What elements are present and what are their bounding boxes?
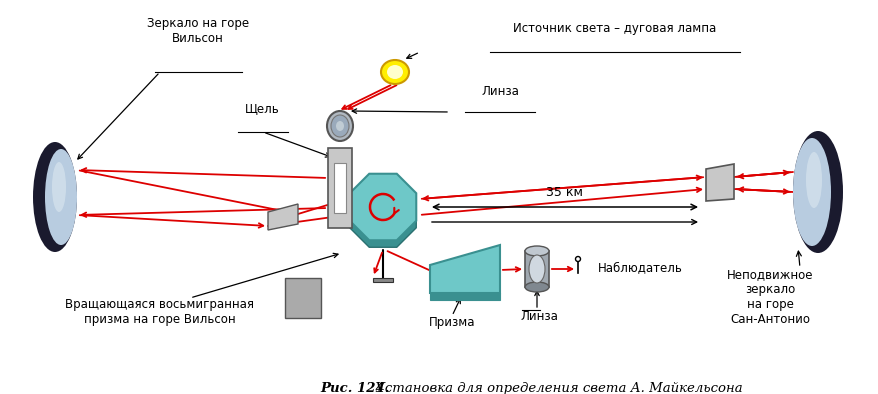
Polygon shape <box>349 181 416 247</box>
Ellipse shape <box>524 246 549 256</box>
Ellipse shape <box>792 131 842 253</box>
Ellipse shape <box>524 282 549 292</box>
Text: Наблюдатель: Наблюдатель <box>597 262 682 275</box>
Text: Вращающаяся восьмигранная
призма на горе Вильсон: Вращающаяся восьмигранная призма на горе… <box>66 298 255 326</box>
Polygon shape <box>349 174 416 240</box>
Polygon shape <box>268 204 298 230</box>
Polygon shape <box>705 164 733 201</box>
Polygon shape <box>429 293 500 300</box>
Ellipse shape <box>386 65 402 79</box>
Text: Щель: Щель <box>244 102 279 115</box>
Text: 35 км: 35 км <box>546 186 583 199</box>
Bar <box>327 148 351 228</box>
Text: Зеркало на горе
Вильсон: Зеркало на горе Вильсон <box>147 17 248 45</box>
Ellipse shape <box>380 60 408 84</box>
Ellipse shape <box>335 121 343 131</box>
Polygon shape <box>429 245 500 293</box>
Text: Неподвижное
зеркало
на горе
Сан-Антонио: Неподвижное зеркало на горе Сан-Антонио <box>726 268 812 326</box>
Bar <box>284 278 320 318</box>
Ellipse shape <box>33 142 77 252</box>
Bar <box>334 163 346 213</box>
Bar <box>372 278 392 282</box>
Ellipse shape <box>792 138 830 246</box>
Ellipse shape <box>327 111 353 141</box>
Bar <box>524 251 549 287</box>
Text: Рис. 124.: Рис. 124. <box>320 382 389 394</box>
Ellipse shape <box>805 152 821 208</box>
Text: Источник света – дуговая лампа: Источник света – дуговая лампа <box>513 22 716 35</box>
Text: Установка для определения света А. Майкельсона: Установка для определения света А. Майке… <box>371 382 742 394</box>
Ellipse shape <box>52 162 66 212</box>
Text: Линза: Линза <box>520 310 558 323</box>
Ellipse shape <box>331 115 349 137</box>
Ellipse shape <box>45 149 77 245</box>
Ellipse shape <box>529 255 544 283</box>
Text: Линза: Линза <box>480 85 518 98</box>
Text: Призма: Призма <box>428 316 475 329</box>
